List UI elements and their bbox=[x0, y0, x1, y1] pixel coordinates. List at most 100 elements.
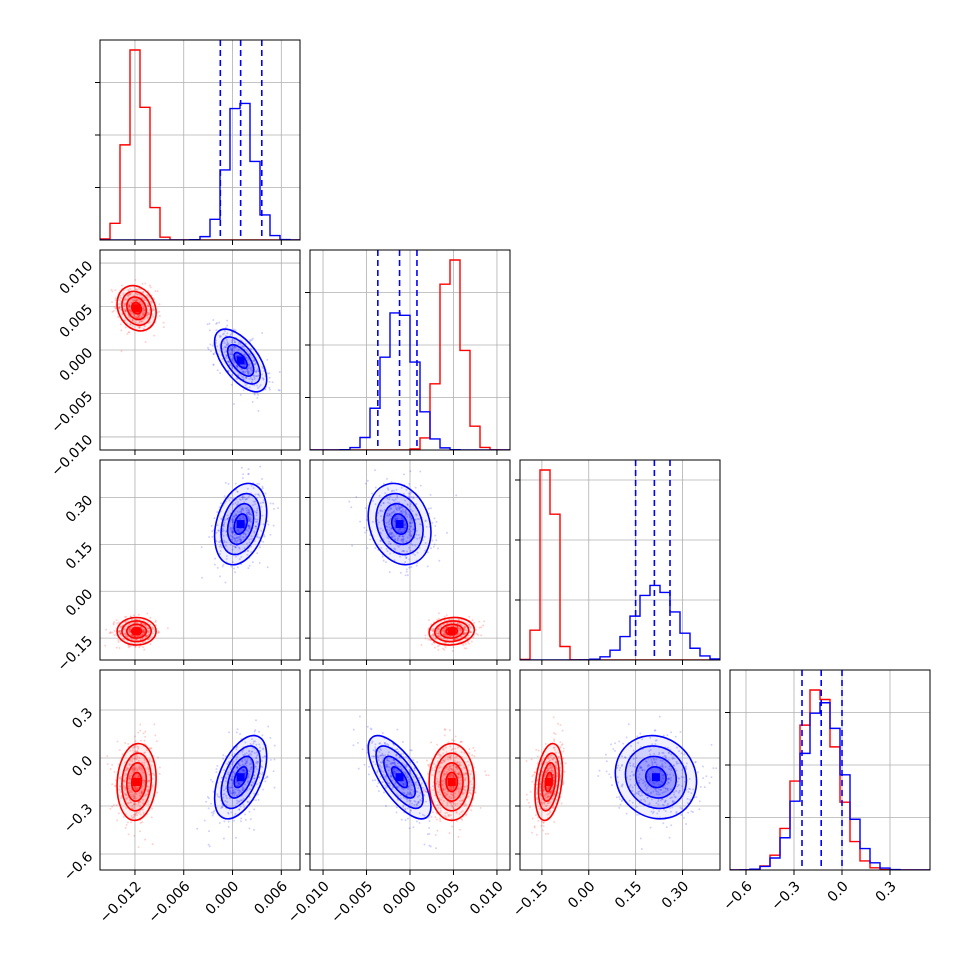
scatter-point bbox=[365, 518, 368, 521]
scatter-point bbox=[394, 548, 397, 551]
scatter-point bbox=[242, 365, 245, 368]
scatter-point bbox=[154, 290, 157, 293]
scatter-point bbox=[234, 540, 237, 543]
scatter-point bbox=[243, 345, 246, 348]
scatter-point bbox=[233, 541, 236, 544]
histogram-red-1 bbox=[310, 259, 510, 450]
scatter-point bbox=[389, 552, 392, 555]
scatter-point bbox=[352, 728, 355, 731]
scatter-point bbox=[249, 517, 252, 520]
scatter-point bbox=[400, 531, 403, 534]
scatter-point bbox=[391, 498, 394, 501]
scatter-point bbox=[225, 355, 228, 358]
scatter-point bbox=[212, 353, 215, 356]
scatter-point bbox=[429, 845, 432, 848]
scatter-point bbox=[239, 539, 242, 542]
scatter-point bbox=[233, 514, 236, 517]
scatter-point bbox=[388, 526, 391, 529]
scatter-point bbox=[154, 619, 157, 622]
scatter-point bbox=[454, 765, 457, 768]
scatter-point bbox=[411, 521, 414, 524]
scatter-point bbox=[135, 625, 138, 628]
scatter-point bbox=[235, 537, 238, 540]
scatter-point bbox=[252, 740, 255, 743]
scatter-point bbox=[395, 754, 398, 757]
scatter-point bbox=[547, 768, 550, 771]
scatter-point bbox=[254, 765, 257, 768]
scatter-point bbox=[393, 743, 396, 746]
scatter-point bbox=[371, 492, 374, 495]
scatter-point bbox=[536, 798, 539, 801]
scatter-point bbox=[401, 509, 404, 512]
scatter-point bbox=[208, 845, 211, 848]
scatter-point bbox=[237, 348, 240, 351]
scatter-point bbox=[435, 632, 438, 635]
scatter-point bbox=[255, 509, 258, 512]
contour-line bbox=[130, 771, 143, 793]
scatter-point bbox=[137, 775, 140, 778]
scatter-point bbox=[423, 789, 426, 792]
scatter-point bbox=[406, 817, 409, 820]
scatter-point bbox=[243, 382, 246, 385]
scatter-point bbox=[253, 384, 256, 387]
scatter-point bbox=[133, 757, 136, 760]
scatter-point bbox=[148, 321, 151, 324]
scatter-point bbox=[135, 316, 138, 319]
scatter-point bbox=[106, 762, 109, 765]
scatter-point bbox=[116, 740, 119, 743]
scatter-point bbox=[254, 525, 257, 528]
scatter-point bbox=[150, 764, 153, 767]
scatter-point bbox=[452, 807, 455, 810]
scatter-point bbox=[390, 532, 393, 535]
scatter-point bbox=[446, 622, 449, 625]
scatter-point bbox=[395, 488, 398, 491]
scatter-point bbox=[457, 776, 460, 779]
scatter-point bbox=[398, 756, 401, 759]
scatter-point bbox=[442, 633, 445, 636]
scatter-point bbox=[226, 514, 229, 517]
scatter-point bbox=[442, 748, 445, 751]
scatter-point bbox=[244, 783, 247, 786]
scatter-point bbox=[456, 626, 459, 629]
scatter-point bbox=[355, 496, 358, 499]
scatter-point bbox=[136, 768, 139, 771]
scatter-point bbox=[449, 764, 452, 767]
scatter-point bbox=[145, 625, 148, 628]
scatter-point bbox=[439, 755, 442, 758]
scatter-point bbox=[124, 309, 127, 312]
scatter-point bbox=[231, 530, 234, 533]
scatter-point bbox=[141, 641, 144, 644]
scatter-point bbox=[128, 789, 131, 792]
scatter-point bbox=[419, 523, 422, 526]
scatter-point bbox=[222, 529, 225, 532]
scatter-point bbox=[212, 352, 215, 355]
scatter-point bbox=[144, 624, 147, 627]
scatter-point bbox=[407, 759, 410, 762]
scatter-point bbox=[435, 521, 438, 524]
scatter-point bbox=[357, 767, 360, 770]
scatter-point bbox=[247, 508, 250, 511]
scatter-point bbox=[145, 749, 148, 752]
scatter-point bbox=[251, 356, 254, 359]
scatter-point bbox=[144, 635, 147, 638]
scatter-point bbox=[255, 719, 258, 722]
scatter-point bbox=[385, 496, 388, 499]
scatter-point bbox=[247, 473, 250, 476]
scatter-point bbox=[559, 723, 562, 726]
scatter-point bbox=[130, 638, 133, 641]
scatter-point bbox=[224, 330, 227, 333]
scatter-point bbox=[272, 770, 275, 773]
scatter-point bbox=[387, 542, 390, 545]
scatter-point bbox=[262, 540, 265, 543]
scatter-point bbox=[219, 336, 222, 339]
scatter-point bbox=[251, 781, 254, 784]
scatter-point bbox=[446, 801, 449, 804]
scatter-point bbox=[394, 538, 397, 541]
scatter-point bbox=[419, 470, 422, 473]
scatter-point bbox=[243, 353, 246, 356]
scatter-point bbox=[241, 750, 244, 753]
scatter-point bbox=[250, 784, 253, 787]
scatter-point bbox=[421, 782, 424, 785]
scatter-point bbox=[232, 518, 235, 521]
scatter-point bbox=[135, 621, 138, 624]
